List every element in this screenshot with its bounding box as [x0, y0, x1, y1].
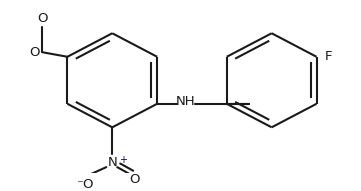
Text: ⁻O: ⁻O: [75, 178, 93, 191]
Text: N: N: [107, 156, 117, 169]
Text: F: F: [325, 50, 332, 63]
Text: O: O: [29, 46, 40, 59]
Text: O: O: [37, 12, 48, 25]
Text: +: +: [119, 155, 127, 165]
Text: NH: NH: [176, 96, 196, 108]
Text: O: O: [129, 172, 139, 185]
